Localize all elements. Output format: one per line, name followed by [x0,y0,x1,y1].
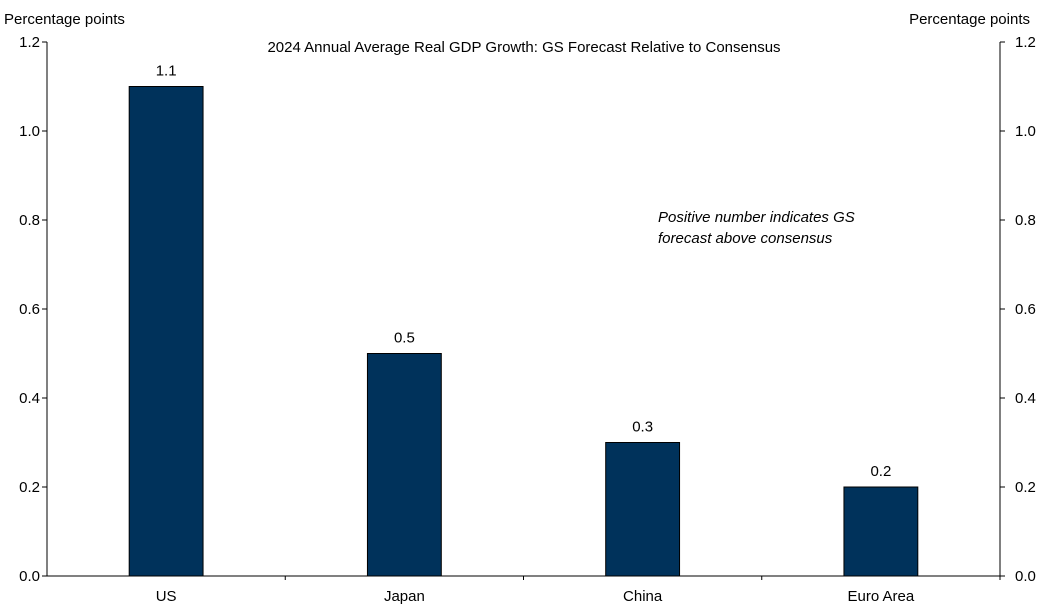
right-y-tick-label: 0.2 [1015,479,1036,496]
right-y-tick-label: 1.0 [1015,123,1036,140]
left-y-tick-label: 0.6 [19,301,40,318]
annotation-line-1: Positive number indicates GS [658,209,855,226]
annotation-line-2: forecast above consensus [658,230,833,247]
bar-japan [366,353,442,577]
right-y-tick-label: 0.6 [1015,301,1036,318]
left-y-tick-label: 1.2 [19,34,40,51]
bar-value-label: 0.5 [394,330,415,347]
right-y-tick-label: 0.4 [1015,390,1036,407]
bar-value-label: 0.3 [632,419,653,436]
right-axis-unit-label: Percentage points [909,11,1030,28]
bar-value-label: 0.2 [870,463,891,480]
x-category-label: China [623,588,663,604]
left-y-tick-label: 0.8 [19,212,40,229]
right-y-tick-label: 0.8 [1015,212,1036,229]
right-y-tick-label: 1.2 [1015,34,1036,51]
x-category-label: Japan [384,588,425,604]
bar-euro-area [843,486,919,577]
chart-title: 2024 Annual Average Real GDP Growth: GS … [267,39,780,56]
x-category-label: Euro Area [848,588,915,604]
left-y-tick-label: 0.0 [19,568,40,585]
x-category-label: US [156,588,177,604]
bar-china [605,442,681,577]
ticks-layer: 0.0 0.0 0.2 0.2 0.4 0.4 0.6 0.6 0.8 0.8 1.0 1.0 1.2 1… [19,34,1036,585]
left-y-tick-label: 0.2 [19,479,40,496]
left-y-tick-label: 0.4 [19,390,40,407]
left-y-tick-label: 1.0 [19,123,40,140]
right-y-tick-label: 0.0 [1015,568,1036,585]
bar-us [128,86,204,577]
bar-value-label: 1.1 [156,63,177,80]
left-axis-unit-label: Percentage points [4,11,125,28]
bars-layer: 1.1 US 0.5 Japan 0.3 China 0.2 Euro Area [128,63,1001,604]
